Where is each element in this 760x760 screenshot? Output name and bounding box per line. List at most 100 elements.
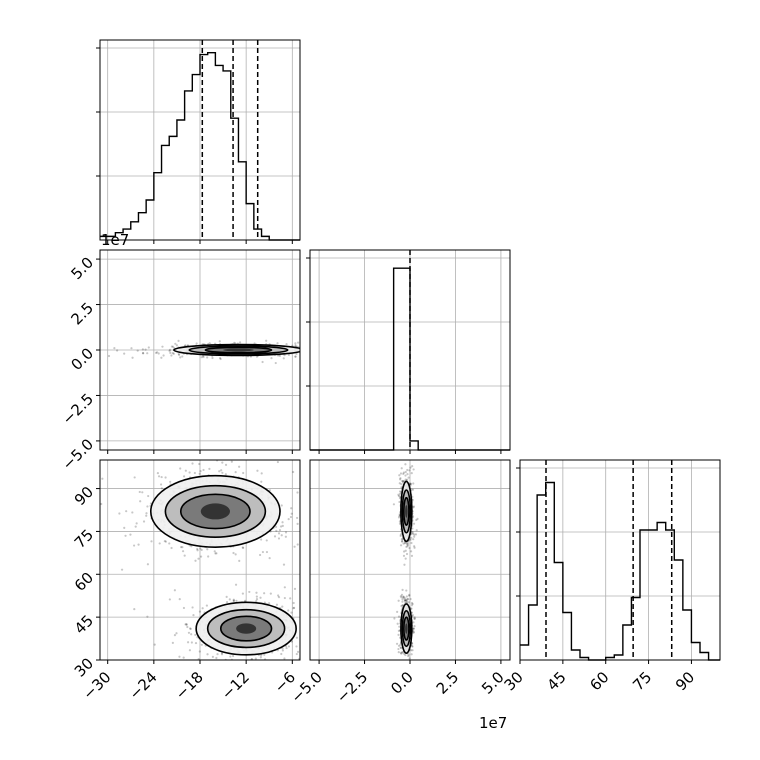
- scatter-point: [411, 602, 414, 606]
- scatter-point: [194, 559, 197, 562]
- scatter-point: [408, 594, 411, 597]
- scatter-point: [403, 597, 407, 600]
- scatter-point: [287, 353, 291, 356]
- scatter-point: [287, 517, 290, 521]
- scatter-point: [178, 655, 181, 658]
- scatter-point: [281, 605, 284, 608]
- scatter-point: [404, 474, 407, 477]
- scatter-point: [221, 661, 223, 663]
- scatter-point: [146, 563, 150, 566]
- scatter-point: [397, 493, 400, 496]
- scatter-point: [139, 500, 142, 503]
- scatter-point: [232, 654, 235, 658]
- scatter-point: [257, 666, 259, 668]
- scatter-point: [232, 598, 235, 601]
- scatter-point: [413, 617, 416, 620]
- scatter-point: [282, 563, 286, 566]
- scatter-point: [219, 663, 221, 665]
- scatter-point: [130, 347, 133, 350]
- scatter-point: [412, 631, 415, 634]
- scatter-point: [224, 463, 228, 466]
- scatter-point: [259, 656, 262, 659]
- scatter-point: [260, 654, 263, 657]
- scatter-point: [413, 617, 416, 620]
- scatter-point: [260, 538, 263, 541]
- scatter-point: [411, 527, 414, 530]
- scatter-point: [199, 547, 202, 550]
- scatter-point: [230, 664, 232, 666]
- scatter-point: [141, 491, 144, 494]
- scatter-point: [156, 471, 159, 475]
- marks-layer: [100, 40, 720, 668]
- scatter-point: [261, 360, 264, 364]
- scatter-point: [411, 649, 414, 652]
- scatter-point: [411, 530, 414, 534]
- scatter-point: [399, 472, 403, 475]
- y-tick-label: −5.0: [59, 435, 97, 473]
- scatter-point: [281, 647, 284, 650]
- scatter-point: [323, 558, 325, 560]
- scatter-point: [235, 599, 238, 602]
- scatter-point: [410, 653, 413, 656]
- scatter-point: [325, 351, 327, 353]
- scatter-point: [306, 612, 308, 614]
- scatter-point: [186, 625, 189, 629]
- scatter-point: [161, 345, 164, 348]
- scatter-point: [398, 496, 402, 500]
- scatter-point: [294, 355, 297, 358]
- scatter-point: [171, 345, 175, 348]
- scatter-point: [410, 472, 413, 475]
- scatter-point: [404, 599, 407, 602]
- scatter-point: [200, 643, 203, 646]
- scatter-point: [159, 483, 163, 486]
- scatter-point: [405, 545, 408, 548]
- scatter-point: [113, 347, 116, 350]
- density-fill: [405, 505, 408, 518]
- scatter-point: [401, 600, 404, 603]
- scatter-point: [306, 639, 308, 641]
- scatter-point: [238, 465, 241, 468]
- scatter-point: [405, 541, 408, 544]
- x-tick-label: 90: [672, 668, 698, 694]
- contour-line: [400, 603, 413, 654]
- scatter-point: [260, 480, 263, 483]
- scatter-point: [220, 469, 223, 472]
- scatter-point: [142, 520, 146, 523]
- scatter-point: [224, 473, 227, 476]
- scatter-point: [403, 652, 406, 656]
- scatter-point: [413, 546, 416, 549]
- scatter-point: [369, 347, 371, 349]
- scatter-point: [263, 601, 266, 604]
- scatter-point: [397, 629, 400, 632]
- scatter-point: [171, 352, 174, 355]
- scatter-point: [405, 349, 407, 351]
- scatter-point: [241, 546, 244, 549]
- scatter-point: [412, 621, 415, 624]
- scatter-point: [410, 554, 414, 558]
- scatter-point: [170, 354, 173, 357]
- scatter-point: [307, 353, 309, 355]
- density-fill: [405, 623, 408, 634]
- scatter-point: [402, 471, 405, 474]
- scatter-point: [202, 355, 205, 359]
- scatter-point: [198, 610, 202, 613]
- x-tick-label: −12: [218, 668, 253, 703]
- scatter-point: [234, 471, 237, 474]
- scatter-point: [284, 531, 288, 534]
- scatter-point: [408, 657, 411, 660]
- scatter-point: [407, 654, 410, 658]
- y-tick-label: 60: [71, 569, 97, 595]
- x-tick-label: 0.0: [387, 668, 417, 698]
- scatter-point: [398, 514, 401, 518]
- scatter-point: [179, 356, 182, 359]
- scatter-point: [190, 545, 193, 548]
- scatter-point: [259, 553, 262, 557]
- scatter-point: [310, 625, 312, 627]
- scatter-point: [409, 597, 412, 601]
- scatter-point: [408, 469, 411, 472]
- scatter-point: [399, 651, 402, 654]
- scatter-point: [398, 474, 401, 477]
- scatter-point: [274, 361, 277, 365]
- scatter-point: [230, 460, 233, 463]
- scatter-point: [193, 471, 196, 475]
